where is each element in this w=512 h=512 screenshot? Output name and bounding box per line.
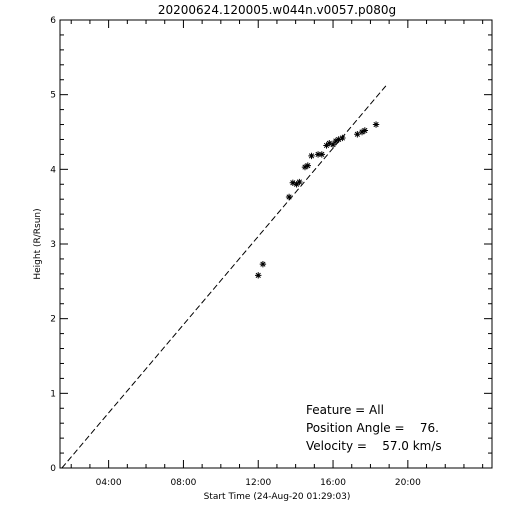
data-point — [255, 272, 262, 279]
data-point — [296, 178, 303, 186]
data-point — [308, 152, 315, 160]
x-tick-label: 12:00 — [245, 478, 271, 488]
asterisk-marker — [308, 152, 315, 160]
data-point — [314, 151, 322, 158]
y-axis-label: Height (R/Rsun) — [33, 208, 43, 279]
asterisk-marker — [255, 272, 262, 279]
data-point — [259, 260, 267, 268]
data-points — [255, 121, 380, 279]
x-tick-labels: 04:00 08:00 12:00 16:00 20:00 — [96, 478, 421, 488]
fit-line — [61, 83, 388, 469]
asterisk-marker — [361, 127, 369, 134]
y-tick-label: 3 — [50, 240, 56, 250]
data-point — [304, 162, 311, 169]
y-tick-label: 2 — [50, 315, 56, 325]
annotation-position-angle: Position Angle = 76. — [306, 421, 439, 435]
y-tick-label: 6 — [50, 16, 56, 26]
asterisk-marker — [296, 178, 303, 186]
data-point — [332, 137, 340, 145]
data-point — [339, 134, 346, 142]
data-point — [372, 121, 380, 128]
data-point — [354, 131, 361, 138]
chart-title: 20200624.120005.w044n.v0057.p080g — [158, 3, 396, 17]
asterisk-marker — [335, 136, 342, 143]
data-point — [318, 151, 326, 158]
y-tick-label: 1 — [50, 389, 56, 399]
data-point — [293, 181, 300, 188]
data-point — [335, 136, 342, 143]
x-tick-label: 20:00 — [395, 478, 421, 488]
data-point — [326, 140, 333, 147]
asterisk-marker — [339, 134, 346, 142]
x-axis-label: Start Time (24-Aug-20 01:29:03) — [204, 492, 351, 502]
asterisk-marker — [326, 140, 333, 147]
annotation-velocity: Velocity = 57.0 km/s — [306, 439, 442, 453]
data-point — [289, 179, 297, 186]
axis-ticks — [60, 19, 492, 469]
data-point — [361, 127, 369, 134]
x-tick-label: 08:00 — [170, 478, 196, 488]
asterisk-marker — [318, 151, 326, 158]
data-point — [358, 128, 366, 136]
asterisk-marker — [285, 193, 293, 201]
y-tick-label: 5 — [50, 91, 56, 101]
asterisk-marker — [289, 179, 297, 186]
asterisk-marker — [301, 163, 309, 171]
asterisk-marker — [372, 121, 380, 128]
asterisk-marker — [329, 141, 337, 148]
y-tick-label: 4 — [50, 165, 56, 175]
data-point — [301, 163, 309, 171]
asterisk-marker — [354, 131, 361, 138]
asterisk-marker — [358, 128, 366, 136]
asterisk-marker — [323, 142, 330, 149]
y-tick-labels: 0 1 2 3 4 5 6 — [50, 16, 56, 474]
plot-frame — [59, 19, 493, 469]
y-tick-label: 0 — [50, 464, 56, 474]
data-point — [323, 142, 330, 149]
asterisk-marker — [259, 260, 267, 268]
x-tick-label: 04:00 — [96, 478, 122, 488]
asterisk-marker — [304, 162, 311, 169]
asterisk-marker — [332, 137, 340, 145]
annotation-feature: Feature = All — [306, 403, 384, 417]
asterisk-marker — [314, 151, 322, 158]
asterisk-marker — [293, 181, 300, 188]
x-tick-label: 16:00 — [320, 478, 346, 488]
data-point — [329, 141, 337, 148]
data-point — [285, 193, 293, 201]
